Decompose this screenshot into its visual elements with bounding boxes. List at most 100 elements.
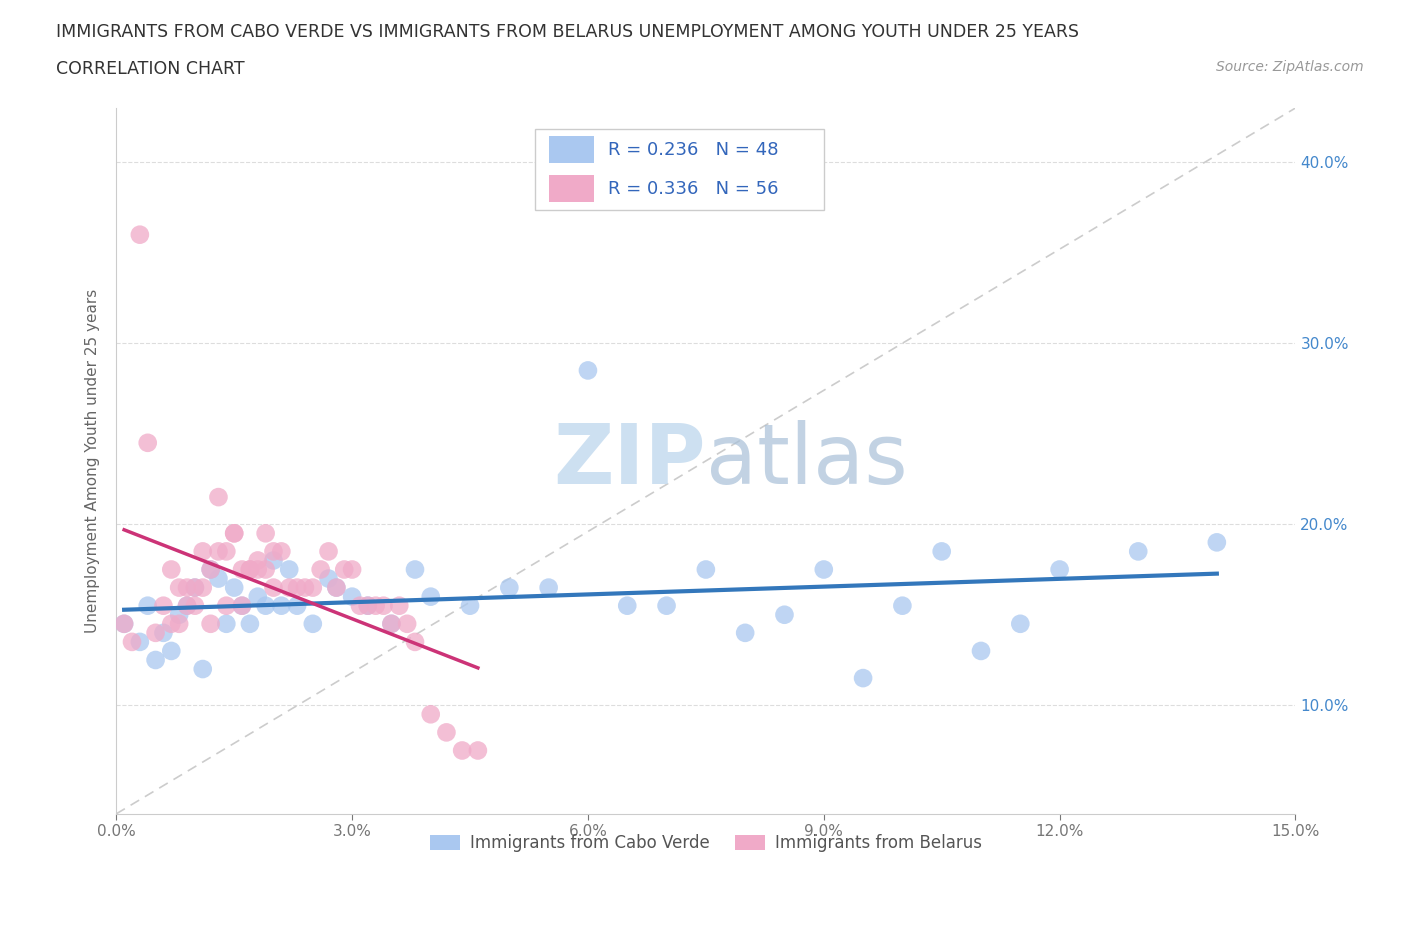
Text: R = 0.236   N = 48: R = 0.236 N = 48 (607, 140, 779, 159)
Point (931, 544, 953, 559)
Point (239, 617, 262, 631)
Point (152, 598, 174, 613)
Point (451, 743, 474, 758)
Point (207, 544, 229, 559)
Point (458, 598, 481, 613)
Point (254, 525, 277, 540)
Point (285, 580, 308, 595)
Point (263, 580, 285, 595)
Point (239, 562, 262, 577)
Point (136, 598, 159, 613)
Point (404, 634, 426, 649)
Point (231, 598, 253, 613)
Point (404, 562, 426, 577)
Point (419, 707, 441, 722)
Point (176, 598, 198, 613)
Point (970, 644, 993, 658)
Bar (548, 137, 593, 164)
Text: CORRELATION CHART: CORRELATION CHART (56, 60, 245, 78)
Point (364, 598, 387, 613)
Point (191, 580, 214, 595)
Point (318, 571, 340, 586)
Point (333, 562, 356, 577)
Point (380, 617, 402, 631)
Point (184, 580, 207, 595)
Point (184, 580, 207, 595)
Point (215, 598, 238, 613)
Point (176, 598, 198, 613)
Point (396, 617, 419, 631)
Point (160, 644, 183, 658)
Point (112, 617, 135, 631)
Text: ZIP: ZIP (554, 420, 706, 501)
Point (263, 544, 285, 559)
Point (436, 725, 458, 740)
Point (576, 363, 599, 378)
Point (231, 562, 253, 577)
Point (1049, 562, 1071, 577)
Point (167, 580, 190, 595)
Point (167, 607, 190, 622)
Point (215, 544, 238, 559)
Point (340, 590, 363, 604)
Text: Source: ZipAtlas.com: Source: ZipAtlas.com (1216, 60, 1364, 74)
Point (357, 598, 380, 613)
Point (373, 598, 395, 613)
Point (695, 562, 717, 577)
Point (207, 571, 229, 586)
Point (231, 598, 253, 613)
Point (1128, 544, 1150, 559)
Point (419, 590, 441, 604)
Point (167, 617, 190, 631)
Point (1205, 535, 1227, 550)
Point (616, 598, 638, 613)
Point (246, 590, 269, 604)
Point (340, 562, 363, 577)
Point (246, 562, 269, 577)
Point (380, 617, 402, 631)
Text: IMMIGRANTS FROM CABO VERDE VS IMMIGRANTS FROM BELARUS UNEMPLOYMENT AMONG YOUTH U: IMMIGRANTS FROM CABO VERDE VS IMMIGRANTS… (56, 23, 1080, 41)
Point (301, 617, 323, 631)
Point (325, 580, 347, 595)
Point (145, 625, 167, 640)
Point (309, 562, 332, 577)
Point (357, 598, 380, 613)
Point (224, 525, 246, 540)
Point (224, 525, 246, 540)
Point (270, 598, 292, 613)
Point (207, 490, 229, 505)
Point (184, 598, 207, 613)
Point (191, 544, 214, 559)
Point (349, 598, 371, 613)
Point (136, 435, 159, 450)
Point (852, 671, 875, 685)
Point (891, 598, 914, 613)
Point (301, 580, 323, 595)
Point (121, 634, 143, 649)
Point (191, 661, 214, 676)
Point (498, 580, 520, 595)
Point (128, 634, 150, 649)
Point (176, 580, 198, 595)
Point (655, 598, 678, 613)
Point (239, 562, 262, 577)
Point (215, 617, 238, 631)
Point (246, 553, 269, 568)
Point (160, 562, 183, 577)
Point (467, 743, 489, 758)
Point (128, 227, 150, 242)
Point (388, 598, 411, 613)
Legend: Immigrants from Cabo Verde, Immigrants from Belarus: Immigrants from Cabo Verde, Immigrants f… (423, 827, 988, 858)
Point (263, 553, 285, 568)
Point (254, 598, 277, 613)
Text: R = 0.336   N = 56: R = 0.336 N = 56 (607, 179, 779, 198)
Point (734, 625, 756, 640)
Text: atlas: atlas (706, 420, 908, 501)
Point (112, 617, 135, 631)
Point (200, 562, 222, 577)
Point (813, 562, 835, 577)
Point (152, 625, 174, 640)
FancyBboxPatch shape (534, 129, 824, 210)
Point (1010, 617, 1032, 631)
Point (325, 580, 347, 595)
